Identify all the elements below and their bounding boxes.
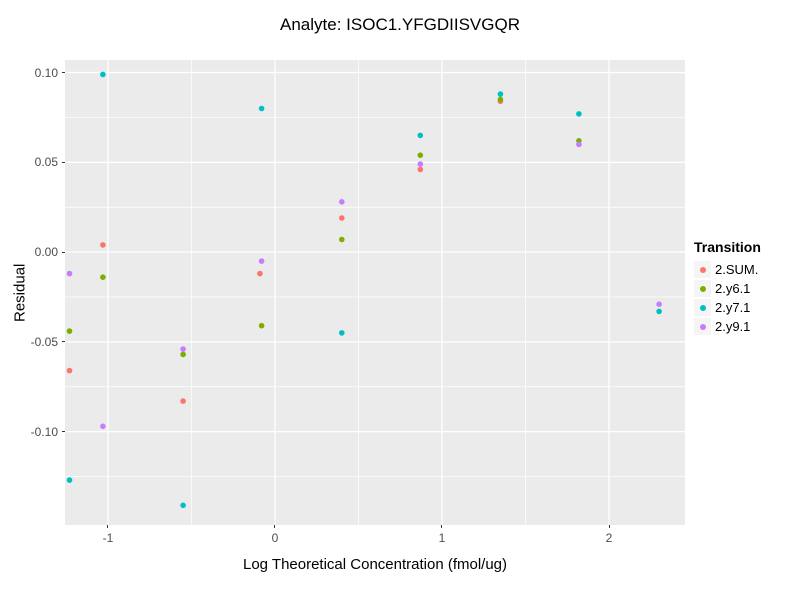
data-point-2.y9.1	[180, 346, 186, 352]
data-point-2.y7.1	[66, 477, 73, 483]
y-tick-label: 0.10	[34, 65, 58, 80]
x-tick-mark	[441, 525, 443, 528]
legend-key	[694, 299, 711, 316]
data-point-2.y9.1	[100, 423, 106, 430]
data-point-2.y7.1	[339, 330, 345, 336]
data-point-2.y9.1	[656, 301, 662, 307]
legend-item: 2.SUM.	[694, 260, 761, 279]
y-tick-mark	[62, 341, 65, 343]
legend: Transition 2.SUM. 2.y6.1 2.y7.1 2.y9.1	[694, 239, 761, 336]
legend-item-label: 2.y6.1	[715, 281, 751, 296]
x-tick-mark	[274, 525, 276, 528]
data-point-2.y9.1	[258, 258, 265, 264]
y-tick-label: 0.00	[34, 245, 58, 260]
x-tick-label: 1	[438, 531, 446, 545]
data-point-2.SUM.	[339, 215, 345, 221]
legend-key	[694, 280, 711, 297]
legend-item-label: 2.y7.1	[715, 300, 751, 315]
data-point-2.y7.1	[576, 111, 582, 117]
y-tick-label: -0.10	[30, 424, 58, 439]
data-point-2.y6.1	[339, 236, 345, 243]
legend-key	[694, 318, 711, 335]
data-point-2.y7.1	[497, 91, 504, 97]
data-point-2.y6.1	[66, 328, 73, 334]
legend-dot-icon	[699, 323, 706, 330]
legend-dot-icon	[699, 266, 706, 273]
data-point-2.y7.1	[100, 71, 106, 78]
legend-item: 2.y9.1	[694, 317, 761, 336]
data-point-2.y9.1	[576, 141, 582, 148]
y-tick-mark	[62, 161, 65, 163]
y-tick-label: 0.05	[34, 155, 58, 170]
legend-item-label: 2.SUM.	[715, 262, 759, 277]
x-tick-label: -1	[102, 531, 114, 545]
data-point-2.y9.1	[417, 161, 424, 167]
y-tick-mark	[62, 72, 65, 74]
x-axis-label: Log Theoretical Concentration (fmol/ug)	[242, 556, 508, 573]
legend-item-label: 2.y9.1	[715, 319, 751, 334]
data-point-2.y6.1	[497, 96, 504, 103]
y-tick-label: -0.05	[30, 334, 58, 349]
legend-dot-icon	[699, 304, 706, 311]
data-point-2.y9.1	[66, 270, 73, 277]
y-tick-mark	[62, 431, 65, 433]
data-point-2.y6.1	[258, 322, 265, 329]
data-point-2.y7.1	[417, 132, 424, 139]
x-tick-mark	[608, 525, 610, 528]
data-point-2.y9.1	[339, 199, 345, 205]
plot-panel	[65, 60, 685, 525]
legend-item: 2.y6.1	[694, 279, 761, 298]
data-point-2.SUM.	[100, 242, 106, 248]
x-tick-label: 2	[605, 531, 613, 545]
y-axis-label: Residual	[11, 263, 29, 322]
data-point-2.SUM.	[417, 166, 424, 173]
data-point-2.y6.1	[100, 274, 106, 280]
plot-area-svg	[65, 60, 685, 525]
legend-dot-icon	[699, 285, 706, 292]
data-point-2.SUM.	[66, 367, 73, 374]
legend-title: Transition	[694, 239, 761, 255]
data-point-2.y6.1	[417, 152, 424, 158]
data-point-2.y7.1	[656, 308, 662, 315]
legend-item: 2.y7.1	[694, 298, 761, 317]
data-point-2.SUM.	[257, 270, 263, 277]
y-tick-mark	[62, 251, 65, 253]
x-tick-mark	[107, 525, 109, 528]
data-point-2.y6.1	[180, 351, 186, 358]
legend-key	[694, 261, 711, 278]
data-point-2.SUM.	[180, 398, 186, 404]
x-tick-label: 0	[271, 531, 279, 545]
plot-title: Analyte: ISOC1.YFGDIISVGQR	[280, 15, 520, 34]
data-point-2.y7.1	[258, 105, 265, 112]
data-point-2.y7.1	[180, 502, 186, 509]
